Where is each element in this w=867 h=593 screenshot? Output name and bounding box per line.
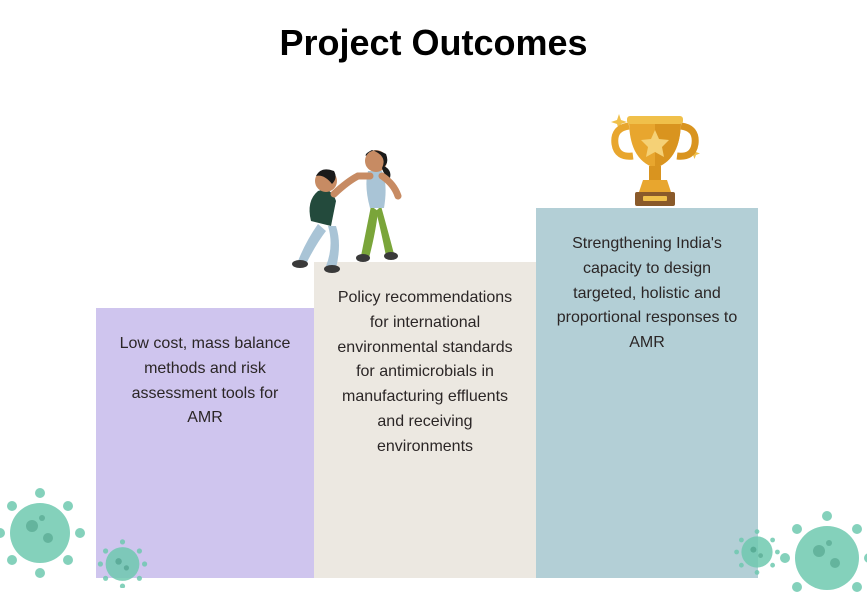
step-2: Policy recommendations for international…	[314, 262, 536, 578]
trophy-icon	[605, 102, 705, 212]
step-diagram: Low cost, mass balance methods and risk …	[96, 208, 758, 578]
page-title: Project Outcomes	[0, 22, 867, 64]
people-climbing-icon	[276, 126, 426, 276]
step-3-label: Strengthening India's capacity to design…	[554, 232, 740, 356]
virus-decoration-left	[0, 468, 170, 588]
step-1-label: Low cost, mass balance methods and risk …	[114, 332, 296, 431]
virus-decoration-right	[697, 473, 867, 593]
step-2-label: Policy recommendations for international…	[332, 286, 518, 460]
